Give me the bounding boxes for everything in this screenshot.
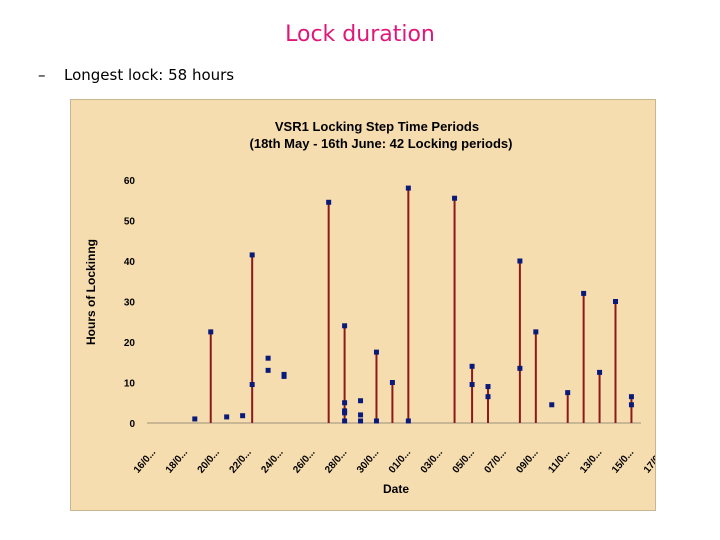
bullet-text: Longest lock: 58 hours	[64, 66, 235, 84]
data-point	[517, 258, 523, 264]
data-point	[373, 349, 379, 355]
data-point	[597, 369, 603, 375]
y-tick-label: 60	[124, 176, 136, 187]
chart-title-line-2: (18th May - 16th June: 42 Locking period…	[250, 136, 513, 151]
x-tick-label: 15/0...	[610, 447, 636, 476]
data-point	[224, 414, 230, 420]
data-point	[342, 323, 348, 329]
data-point	[240, 413, 246, 419]
y-tick-label: 30	[124, 298, 136, 309]
data-point	[581, 290, 587, 296]
data-point	[358, 418, 364, 424]
stem-chart: VSR1 Locking Step Time Periods (18th May…	[84, 119, 655, 496]
x-tick-label: 11/0...	[546, 447, 572, 475]
data-point	[326, 199, 332, 205]
y-tick-label: 20	[124, 338, 136, 349]
bullet-marker: –	[38, 66, 46, 84]
y-tick-label: 40	[124, 257, 136, 268]
data-point	[517, 365, 523, 371]
x-tick-label: 18/0...	[164, 447, 190, 476]
data-point	[628, 394, 634, 400]
data-point	[373, 418, 379, 424]
y-tick-label: 10	[124, 379, 136, 390]
x-tick-label: 16/0...	[132, 447, 158, 476]
data-point	[533, 329, 539, 335]
x-tick-label: 30/0...	[355, 447, 381, 476]
y-tick-label: 50	[124, 217, 136, 228]
data-point	[549, 402, 555, 408]
data-point	[208, 329, 214, 335]
bullet-line: – Longest lock: 58 hours	[38, 66, 234, 84]
data-point	[358, 398, 364, 404]
y-tick-label: 0	[129, 419, 135, 430]
data-point	[342, 410, 348, 416]
data-point	[358, 412, 364, 418]
data-point	[565, 390, 571, 396]
x-tick-label: 03/0...	[419, 447, 445, 476]
x-tick-label: 01/0...	[387, 447, 413, 476]
chart-panel: VSR1 Locking Step Time Periods (18th May…	[70, 99, 656, 511]
x-tick-label: 05/0...	[451, 447, 477, 476]
data-point	[405, 185, 411, 191]
data-point	[249, 252, 255, 258]
x-tick-label: 07/0...	[483, 447, 509, 476]
data-point	[192, 416, 198, 422]
x-tick-label: 20/0...	[196, 447, 222, 476]
data-point	[452, 195, 458, 201]
data-point	[485, 394, 491, 400]
data-point	[342, 400, 348, 406]
x-axis-title: Date	[383, 482, 409, 496]
x-tick-label: 24/0...	[259, 447, 285, 476]
data-point	[405, 418, 411, 424]
x-tick-label: 26/0...	[291, 447, 317, 476]
chart-title-line-1: VSR1 Locking Step Time Periods	[275, 119, 479, 134]
x-tick-label: 22/0...	[228, 447, 254, 476]
data-point	[342, 418, 348, 424]
data-point	[485, 384, 491, 390]
data-point	[281, 373, 287, 379]
data-point	[265, 355, 271, 361]
x-tick-label: 13/0...	[578, 447, 604, 476]
data-point	[469, 382, 475, 388]
slide-title: Lock duration	[285, 22, 435, 47]
x-tick-label: 09/0...	[514, 447, 540, 476]
x-tick-label: 28/0...	[323, 447, 349, 476]
x-tick-label: 17/0...	[642, 447, 655, 476]
data-point	[389, 380, 395, 385]
data-point	[249, 382, 255, 388]
data-point	[613, 299, 619, 304]
y-axis-title: Hours of Lockinng	[84, 239, 98, 345]
data-point	[265, 367, 271, 373]
data-point	[628, 402, 634, 408]
plot-area: 0 10 20 30 40 50 60 16/0... 18/0... 20/0... 22/0..…	[124, 176, 655, 476]
data-point	[469, 363, 475, 369]
